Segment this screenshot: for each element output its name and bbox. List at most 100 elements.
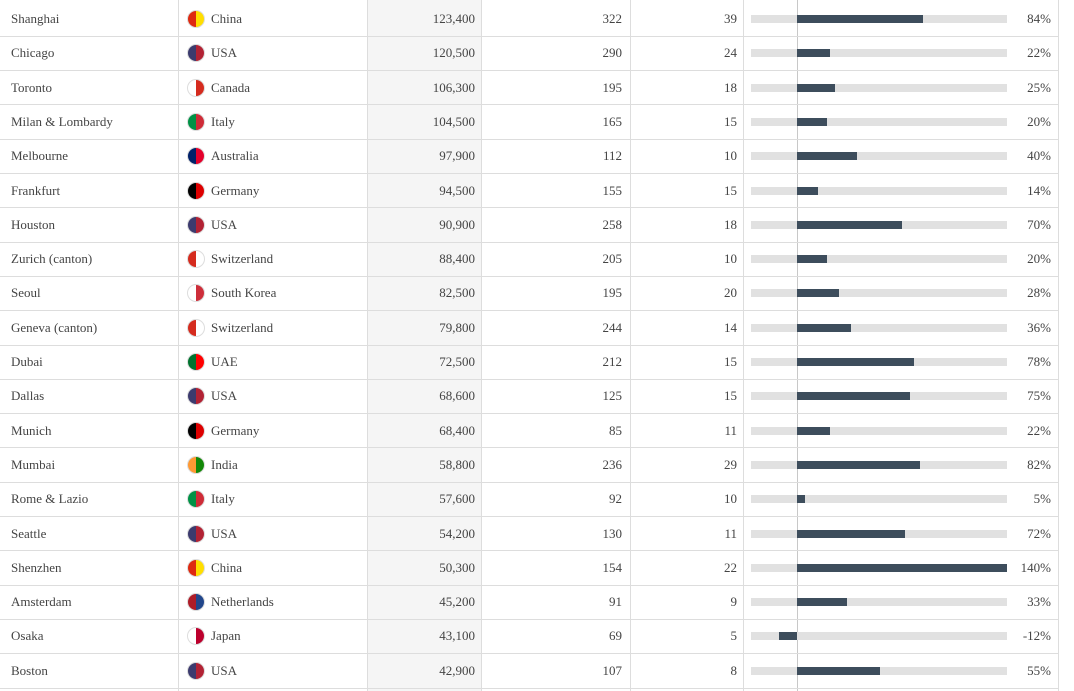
bar [797,186,818,195]
growth-label: 20% [1027,113,1051,129]
growth-label: 14% [1027,182,1051,198]
wealth: 68,400 [439,422,475,438]
wealth: 57,600 [439,491,475,507]
count: 258 [602,216,623,232]
row-separator [0,70,1058,72]
count: 155 [602,182,623,198]
bar-track [751,598,1007,607]
city: Melbourne [11,148,69,164]
count: 91 [609,594,622,610]
column-separator [367,0,368,691]
count: 20 [724,285,737,301]
city: Milan & Lombardy [11,113,113,129]
row-separator [0,550,1058,552]
row-separator [0,138,1058,140]
row-separator [0,687,1058,689]
flag [187,215,205,234]
flag [187,455,205,474]
city: Shanghai [11,11,60,26]
count: 130 [602,525,623,541]
row-separator [0,207,1058,209]
row-separator [0,241,1058,243]
count: 11 [724,525,737,541]
wealth: 104,500 [432,113,475,129]
count: 92 [609,491,622,507]
country: Germany [211,422,260,438]
flag [187,10,205,28]
count: 22 [724,559,737,575]
city: Rome & Lazio [11,491,89,507]
growth-label: 75% [1027,388,1051,404]
city: Dallas [11,388,45,404]
city: Zurich (canton) [11,251,93,267]
wealth: 54,200 [439,525,475,541]
row-separator [0,310,1058,312]
city: Mumbai [11,456,56,472]
count: 154 [602,559,623,575]
flag [187,318,205,337]
flag [187,250,205,269]
country: Switzerland [211,251,274,267]
country: USA [211,45,238,61]
row-separator [0,344,1058,346]
city: Seoul [11,285,41,301]
row-separator [0,447,1058,449]
wealth: 97,900 [439,148,475,164]
city: Shenzhen [11,559,62,575]
country: USA [211,216,238,232]
growth-label: 22% [1027,45,1051,61]
city: Toronto [11,79,52,95]
column-separator [1058,0,1059,691]
bar [797,323,851,332]
bar-track [751,323,1007,332]
bar [797,392,910,401]
country: USA [211,388,238,404]
country: Australia [211,148,259,164]
wealth: 45,200 [439,594,475,610]
bar [797,152,857,161]
bar-track [751,632,1007,641]
bar-track [751,255,1007,264]
column-separator [630,0,631,691]
count: 14 [724,319,737,335]
column-separator [481,0,482,691]
growth-label: 33% [1027,594,1051,610]
row-separator [0,35,1058,37]
country: South Korea [211,285,277,301]
growth-label: 40% [1027,148,1051,164]
count: 322 [602,11,623,26]
wealth: 82,500 [439,285,475,301]
wealth: 58,800 [439,456,475,472]
flag [187,387,205,406]
wealth: 120,500 [432,45,475,61]
bar [797,598,847,607]
wealth: 88,400 [439,251,475,267]
count: 11 [724,422,737,438]
bar-track [751,49,1007,58]
zero-line [797,0,798,691]
wealth: 94,500 [439,182,475,198]
row-separator [0,481,1058,483]
bar-track [751,426,1007,435]
city: Osaka [11,628,44,644]
bar [797,255,827,264]
bar [779,632,797,641]
growth-label: 70% [1027,216,1051,232]
flag [187,490,205,509]
row-separator [0,104,1058,106]
country: Netherlands [211,594,274,610]
country: USA [211,662,238,678]
row-separator [0,173,1058,174]
wealth: 50,300 [439,559,475,575]
bar-track [751,83,1007,92]
flag [187,181,205,200]
growth-label: 20% [1027,251,1051,267]
flag [187,44,205,63]
flag [187,558,205,577]
country: India [211,456,238,472]
country: USA [211,525,238,541]
bar [797,117,827,126]
bar [797,666,880,675]
growth-label: 82% [1027,456,1051,472]
